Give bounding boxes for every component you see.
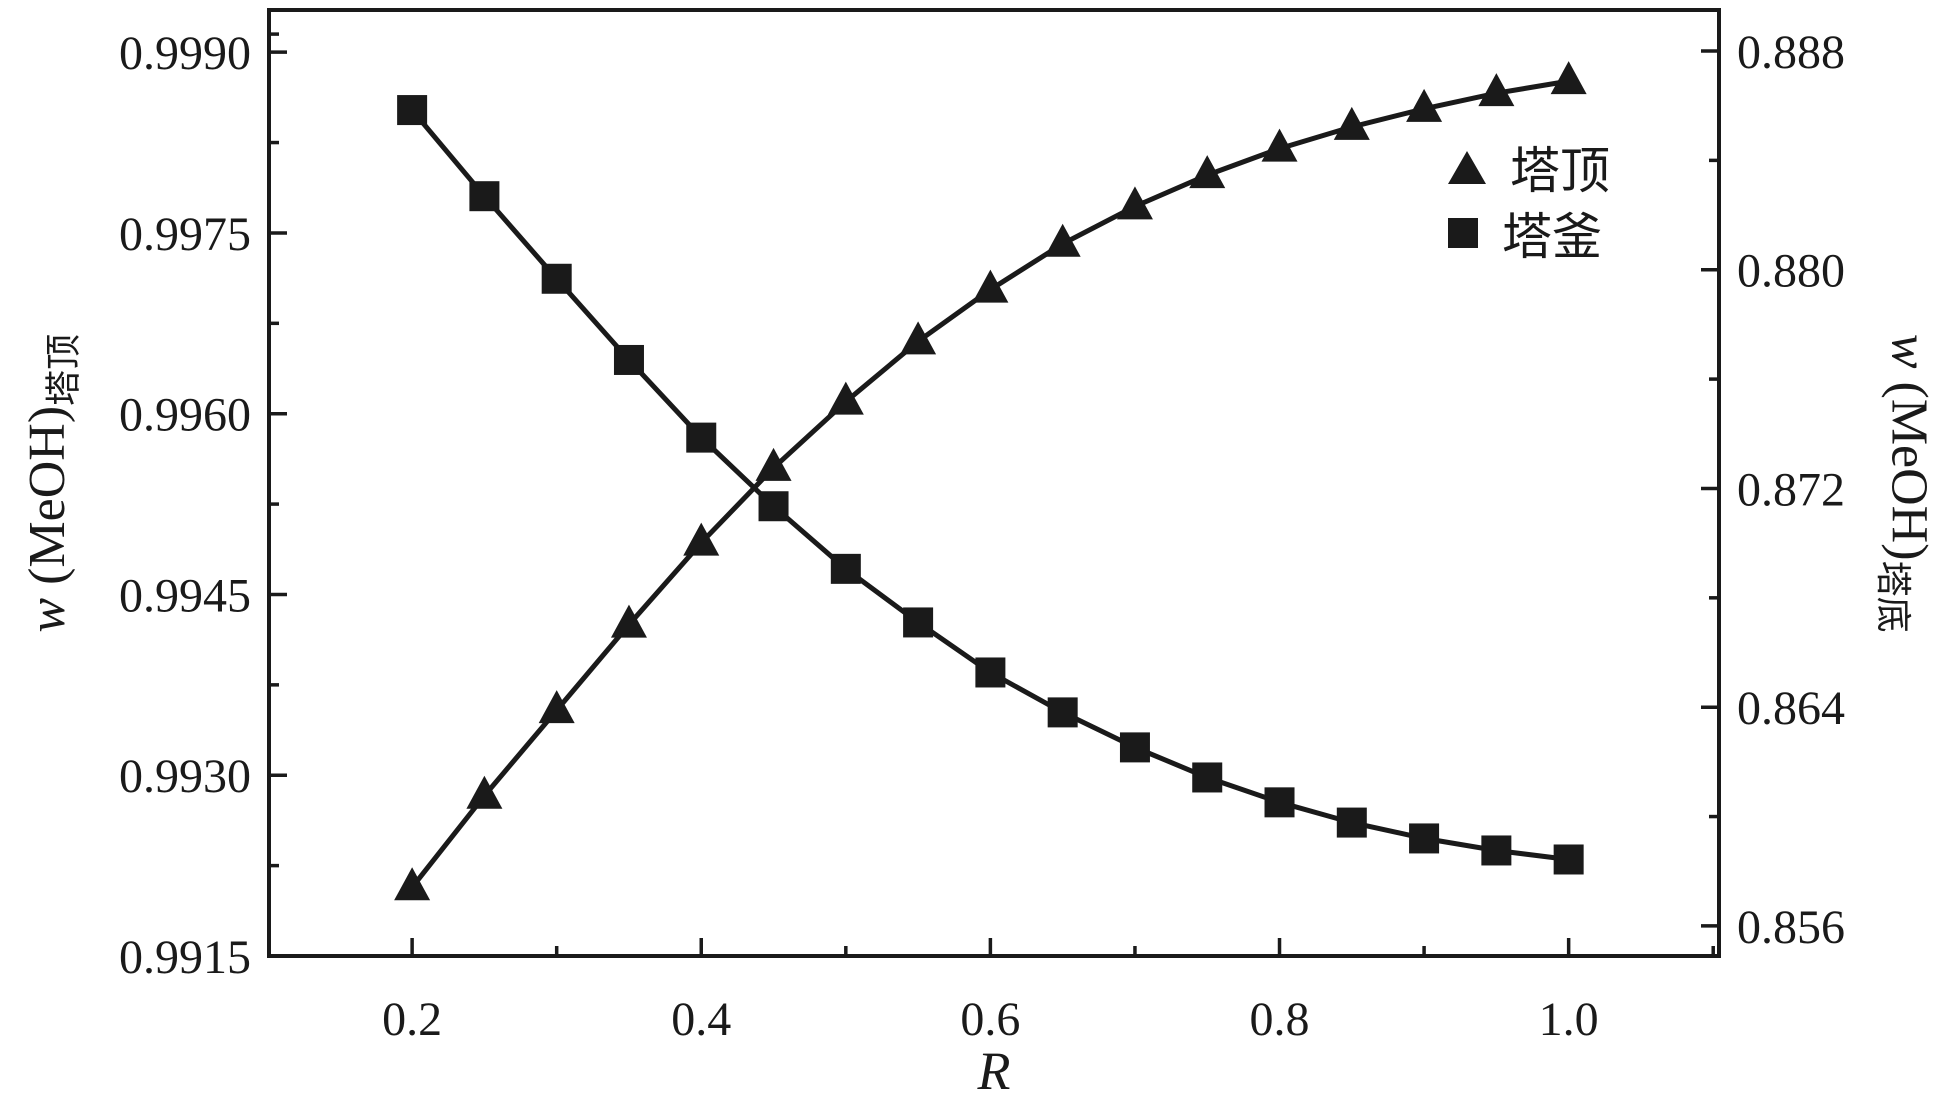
right-y-tick-label: 0.864	[1737, 682, 1845, 735]
square-marker	[469, 181, 500, 212]
legend-item: 塔釜	[1448, 204, 1610, 265]
left-y-tick-label: 0.9930	[119, 750, 251, 803]
square-marker	[1119, 732, 1150, 763]
square-marker	[1336, 807, 1367, 838]
triangle-marker	[1333, 106, 1370, 140]
x-tick-label: 1.0	[1539, 993, 1599, 1046]
square-marker	[1409, 823, 1440, 854]
x-tick-label: 0.6	[960, 993, 1020, 1046]
square-marker	[1047, 697, 1078, 728]
triangle-marker	[972, 269, 1009, 303]
legend-item: 塔顶	[1448, 138, 1610, 199]
left-y-tick-label: 0.9975	[119, 208, 251, 261]
axes-frame	[267, 8, 1721, 958]
triangle-marker	[1550, 61, 1587, 95]
triangle-marker	[466, 775, 503, 809]
square-marker	[1192, 762, 1223, 793]
square-marker	[903, 607, 934, 638]
triangle-marker	[827, 381, 864, 415]
triangle-marker	[755, 447, 792, 481]
x-tick-label: 0.4	[671, 993, 731, 1046]
triangle-marker	[1261, 128, 1298, 162]
x-tick-label: 0.2	[382, 993, 442, 1046]
triangle-marker	[900, 321, 937, 355]
left-y-tick-label: 0.9915	[119, 931, 251, 984]
series-line	[410, 108, 1570, 862]
series-line	[410, 78, 1570, 889]
square-marker	[613, 344, 644, 375]
square-marker	[758, 491, 789, 522]
square-marker-icon	[1448, 218, 1478, 248]
series-square	[397, 95, 1584, 875]
right-y-tick-label: 0.872	[1737, 463, 1845, 516]
legend: 塔顶塔釜	[1448, 138, 1610, 265]
square-marker	[397, 95, 428, 126]
triangle-marker	[1116, 186, 1153, 220]
triangle-marker	[1406, 88, 1443, 122]
series-triangle	[394, 61, 1587, 901]
triangle-marker	[394, 867, 431, 901]
x-axis-variable: R	[977, 1041, 1011, 1099]
triangle-marker	[683, 522, 720, 556]
left-y-tick-label: 0.9960	[119, 389, 251, 442]
left-y-tick-label: 0.9990	[119, 27, 251, 80]
x-axis-title: R	[269, 1040, 1719, 1099]
square-marker	[541, 263, 572, 294]
right-y-tick-label: 0.888	[1737, 26, 1845, 79]
triangle-marker	[1478, 73, 1515, 107]
triangle-marker	[538, 690, 575, 724]
right-y-tick-label: 0.856	[1737, 901, 1845, 954]
triangle-marker	[610, 604, 647, 638]
triangle-marker	[1189, 155, 1226, 189]
square-marker	[975, 657, 1006, 688]
left-y-tick-label: 0.9945	[119, 569, 251, 622]
square-marker	[1481, 835, 1512, 866]
square-marker	[830, 553, 861, 584]
legend-label: 塔顶	[1510, 143, 1610, 199]
right-y-tick-label: 0.880	[1737, 245, 1845, 298]
axis-ticks	[269, 32, 1719, 958]
triangle-marker-icon	[1448, 150, 1486, 184]
triangle-marker	[1044, 223, 1081, 257]
square-marker	[686, 422, 717, 453]
square-marker	[1553, 844, 1584, 875]
x-tick-label: 0.8	[1250, 993, 1310, 1046]
legend-label: 塔釜	[1502, 209, 1602, 265]
square-marker	[1264, 787, 1295, 818]
